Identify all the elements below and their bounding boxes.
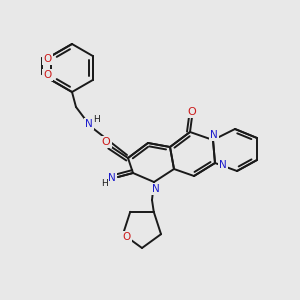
Text: H: H [100,178,107,188]
Text: N: N [210,130,218,140]
Text: O: O [102,137,110,147]
Text: O: O [123,232,131,242]
Text: N: N [152,184,160,194]
Text: O: O [44,54,52,64]
Text: H: H [94,116,100,124]
Text: N: N [219,160,227,170]
Text: N: N [108,173,116,183]
Text: N: N [85,119,93,129]
Text: O: O [44,70,52,80]
Text: O: O [188,107,196,117]
